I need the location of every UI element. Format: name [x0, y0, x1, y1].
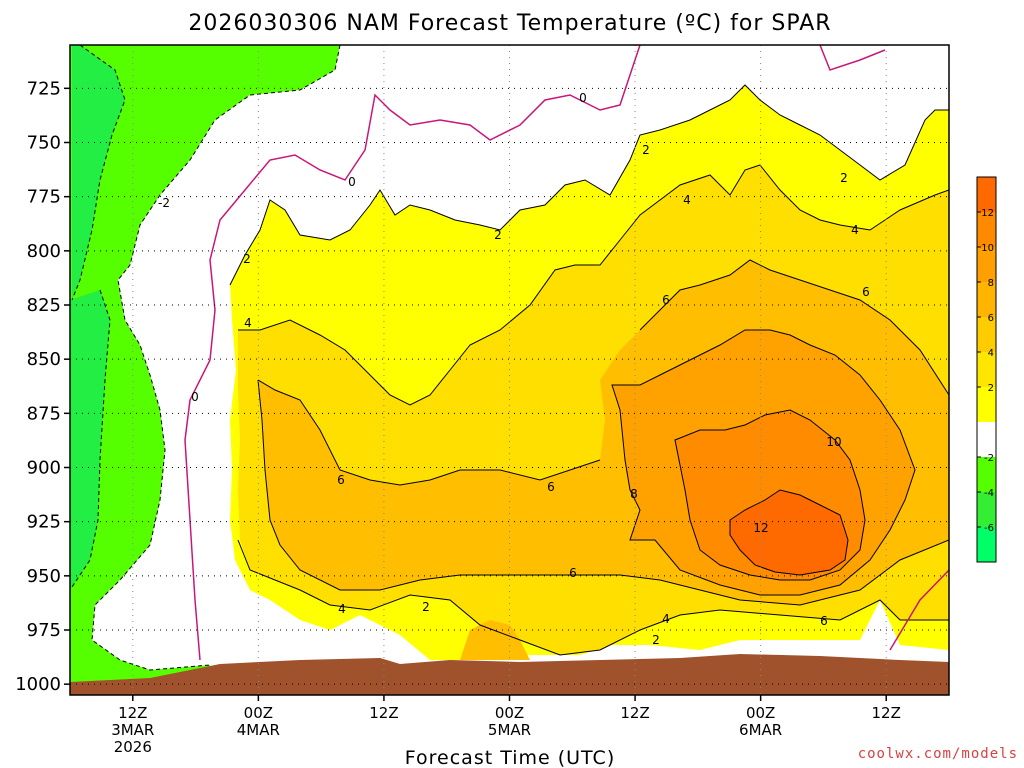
region-below-neg2 — [70, 45, 340, 695]
colorbar-segment — [977, 387, 996, 423]
contour-label-6-d: 6 — [547, 480, 555, 494]
x-tick-label: 00Z — [495, 704, 524, 722]
contour-label-2-a: 2 — [642, 143, 650, 157]
contour-label-8: 8 — [630, 487, 638, 501]
x-tick-label: 3MAR — [111, 721, 154, 739]
x-tick-label: 12Z — [369, 704, 398, 722]
y-tick-label: 875 — [27, 403, 61, 424]
negative-contours — [70, 45, 341, 671]
y-tick-label: 975 — [27, 620, 61, 641]
region-low-blob — [460, 620, 530, 660]
contour-label-6-f: 6 — [820, 614, 828, 628]
y-tick-label: 925 — [27, 512, 61, 533]
region-above-12 — [730, 490, 848, 575]
chart-title: 2026030306 NAM Forecast Temperature (ºC)… — [188, 11, 831, 36]
contour-label-0-top: 0 — [579, 91, 587, 105]
contour-label-0-left: 0 — [191, 390, 199, 404]
freezing-contour — [184, 45, 949, 661]
region-below-neg4 — [70, 45, 125, 590]
credit-text: coolwx.com/models — [858, 746, 1018, 762]
contour-label-2-f: 2 — [652, 633, 660, 647]
colorbar-tick-label: 2 — [988, 383, 994, 394]
x-axis-label: Forecast Time (UTC) — [405, 747, 615, 768]
contour-label-12: 12 — [753, 521, 768, 535]
y-tick-label: 725 — [27, 78, 61, 99]
x-tick-label: 2026 — [114, 738, 152, 756]
x-tick-label: 5MAR — [488, 721, 531, 739]
contour-label-2-d: 2 — [243, 252, 251, 266]
y-tick-label: 750 — [27, 133, 61, 154]
colorbar-segment — [977, 492, 996, 528]
contour-label-4-d: 4 — [338, 602, 346, 616]
x-tick-label: 00Z — [746, 704, 775, 722]
contour-label-6-a: 6 — [662, 293, 670, 307]
contour-label-4-c: 4 — [244, 316, 252, 330]
colorbar: 12 10 8 6 4 2 -2 -4 -6 — [976, 176, 997, 563]
contour-label-2-e: 2 — [422, 600, 430, 614]
contour-label-10: 10 — [826, 435, 841, 449]
contour-label-4-b: 4 — [851, 223, 859, 237]
colorbar-tick-label: -2 — [984, 453, 994, 464]
x-tick-label: 12Z — [118, 704, 147, 722]
contour-lines — [229, 84, 949, 656]
colorbar-segment — [977, 527, 996, 563]
colorbar-tick-label: 4 — [988, 348, 994, 359]
y-tick-label: 1000 — [15, 674, 61, 695]
y-axis: 725 750 775 800 825 850 875 900 925 950 975 1000 — [15, 78, 70, 695]
colorbar-tick-label: -4 — [984, 488, 994, 499]
colorbar-tick-label: 12 — [981, 208, 994, 219]
colorbar-segment — [977, 247, 996, 283]
x-tick-label: 00Z — [244, 704, 273, 722]
contour-label-6-e: 6 — [569, 566, 577, 580]
colorbar-segment — [977, 317, 996, 353]
colorbar-frame — [976, 176, 997, 563]
colorbar-segment — [977, 457, 996, 493]
contour-label-2-b: 2 — [840, 171, 848, 185]
contour-label-4-a: 4 — [683, 193, 691, 207]
colorbar-tick-label: 10 — [981, 243, 994, 254]
colorbar-segment — [977, 352, 996, 388]
colorbar-segment — [977, 212, 996, 248]
colorbar-tick-label: -6 — [984, 523, 994, 534]
x-tick-label: 12Z — [872, 704, 901, 722]
x-tick-label: 6MAR — [739, 721, 782, 739]
y-tick-label: 800 — [27, 241, 61, 262]
contour-label-4-e: 4 — [662, 612, 670, 626]
ground-surface — [70, 654, 949, 695]
x-tick-label: 12Z — [620, 704, 649, 722]
contour-label-neg2: -2 — [158, 196, 170, 210]
x-tick-label: 4MAR — [237, 721, 280, 739]
colorbar-segment — [977, 282, 996, 318]
contour-label-6-c: 6 — [337, 473, 345, 487]
colorbar-segment — [977, 177, 996, 213]
y-tick-label: 900 — [27, 458, 61, 479]
contour-label-6-b: 6 — [862, 285, 870, 299]
contour-label-2-c: 2 — [494, 228, 502, 242]
colorbar-tick-label: 8 — [988, 278, 994, 289]
y-tick-label: 775 — [27, 187, 61, 208]
y-tick-label: 850 — [27, 349, 61, 370]
colorbar-segment — [977, 422, 996, 458]
y-tick-label: 950 — [27, 566, 61, 587]
contour-label-0-mid: 0 — [348, 175, 356, 189]
colorbar-tick-label: 6 — [988, 313, 994, 324]
grid-lines — [70, 45, 949, 695]
y-tick-label: 825 — [27, 295, 61, 316]
